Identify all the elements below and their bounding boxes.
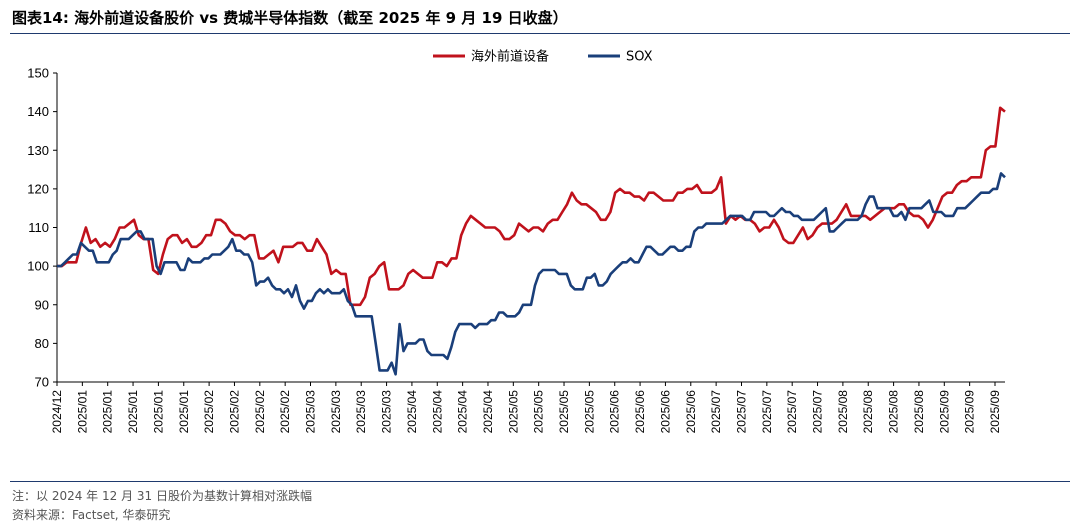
- y-tick-label: 120: [27, 181, 49, 196]
- series-line-equipment: [57, 106, 1006, 307]
- x-tick-label: 2025/05: [506, 390, 520, 434]
- x-tick-label: 2025/06: [684, 390, 698, 434]
- x-tick-label: 2025/06: [658, 390, 672, 434]
- axes: [56, 73, 1005, 383]
- x-tick-label: 2025/05: [582, 390, 596, 434]
- x-tick-label: 2025/04: [430, 390, 444, 434]
- legend-label-sox: SOX: [626, 50, 653, 65]
- title-divider: [10, 33, 1070, 34]
- x-tick-label: 2025/09: [988, 390, 1002, 434]
- x-tick-label: 2025/02: [202, 390, 216, 434]
- y-tick-label: 80: [35, 336, 49, 351]
- x-tick-label: 2025/04: [456, 390, 470, 434]
- x-tick-label: 2024/12: [50, 390, 64, 434]
- y-axis-ticks: 70 80 90 100 110 120 130 140 150: [27, 66, 57, 390]
- y-tick-label: 130: [27, 143, 49, 158]
- legend-label-equipment: 海外前道设备: [471, 49, 549, 65]
- footer-divider: [10, 481, 1070, 482]
- x-tick-label: 2025/07: [760, 390, 774, 434]
- x-tick-label: 2025/03: [329, 390, 343, 434]
- x-tick-label: 2025/08: [836, 390, 850, 434]
- x-tick-label: 2025/03: [354, 390, 368, 434]
- x-tick-label: 2025/02: [253, 390, 267, 434]
- x-tick-label: 2025/01: [151, 390, 165, 434]
- y-tick-label: 100: [27, 259, 49, 274]
- series-lines: [57, 106, 1006, 376]
- x-tick-label: 2025/02: [278, 390, 292, 434]
- x-tick-label: 2025/05: [532, 390, 546, 434]
- x-tick-label: 2025/05: [557, 390, 571, 434]
- x-axis-ticks: 2024/12 2025/01 2025/01 2025/01 2025/01 2025/…: [50, 382, 1002, 433]
- x-tick-label: 2025/07: [709, 390, 723, 434]
- x-tick-label: 2025/08: [887, 390, 901, 434]
- page-title: 图表14: 海外前道设备股价 vs 费城半导体指数（截至 2025 年 9 月 …: [12, 9, 568, 27]
- x-tick-label: 2025/01: [126, 390, 140, 434]
- y-tick-label: 90: [35, 297, 49, 312]
- x-tick-label: 2025/03: [304, 390, 318, 434]
- x-tick-label: 2025/06: [633, 390, 647, 434]
- x-tick-label: 2025/07: [734, 390, 748, 434]
- x-tick-label: 2025/02: [227, 390, 241, 434]
- x-tick-label: 2025/01: [177, 390, 191, 434]
- series-line-sox: [57, 172, 1006, 376]
- legend: 海外前道设备 SOX: [433, 49, 653, 65]
- x-tick-label: 2025/01: [75, 390, 89, 434]
- y-tick-label: 150: [27, 66, 49, 81]
- x-tick-label: 2025/09: [963, 390, 977, 434]
- y-tick-label: 110: [28, 220, 49, 235]
- x-tick-label: 2025/06: [608, 390, 622, 434]
- y-tick-label: 70: [35, 375, 49, 390]
- source-note: 资料来源：Factset, 华泰研究: [12, 508, 171, 522]
- x-tick-label: 2025/09: [937, 390, 951, 434]
- x-tick-label: 2025/04: [405, 390, 419, 434]
- x-tick-label: 2025/03: [380, 390, 394, 434]
- x-tick-label: 2025/07: [785, 390, 799, 434]
- x-tick-label: 2025/08: [861, 390, 875, 434]
- footnote: 注：以 2024 年 12 月 31 日股价为基数计算相对涨跌幅: [12, 489, 312, 503]
- x-tick-label: 2025/01: [101, 390, 115, 434]
- x-tick-label: 2025/08: [912, 390, 926, 434]
- x-tick-label: 2025/04: [481, 390, 495, 434]
- y-tick-label: 140: [27, 104, 49, 119]
- x-tick-label: 2025/07: [811, 390, 825, 434]
